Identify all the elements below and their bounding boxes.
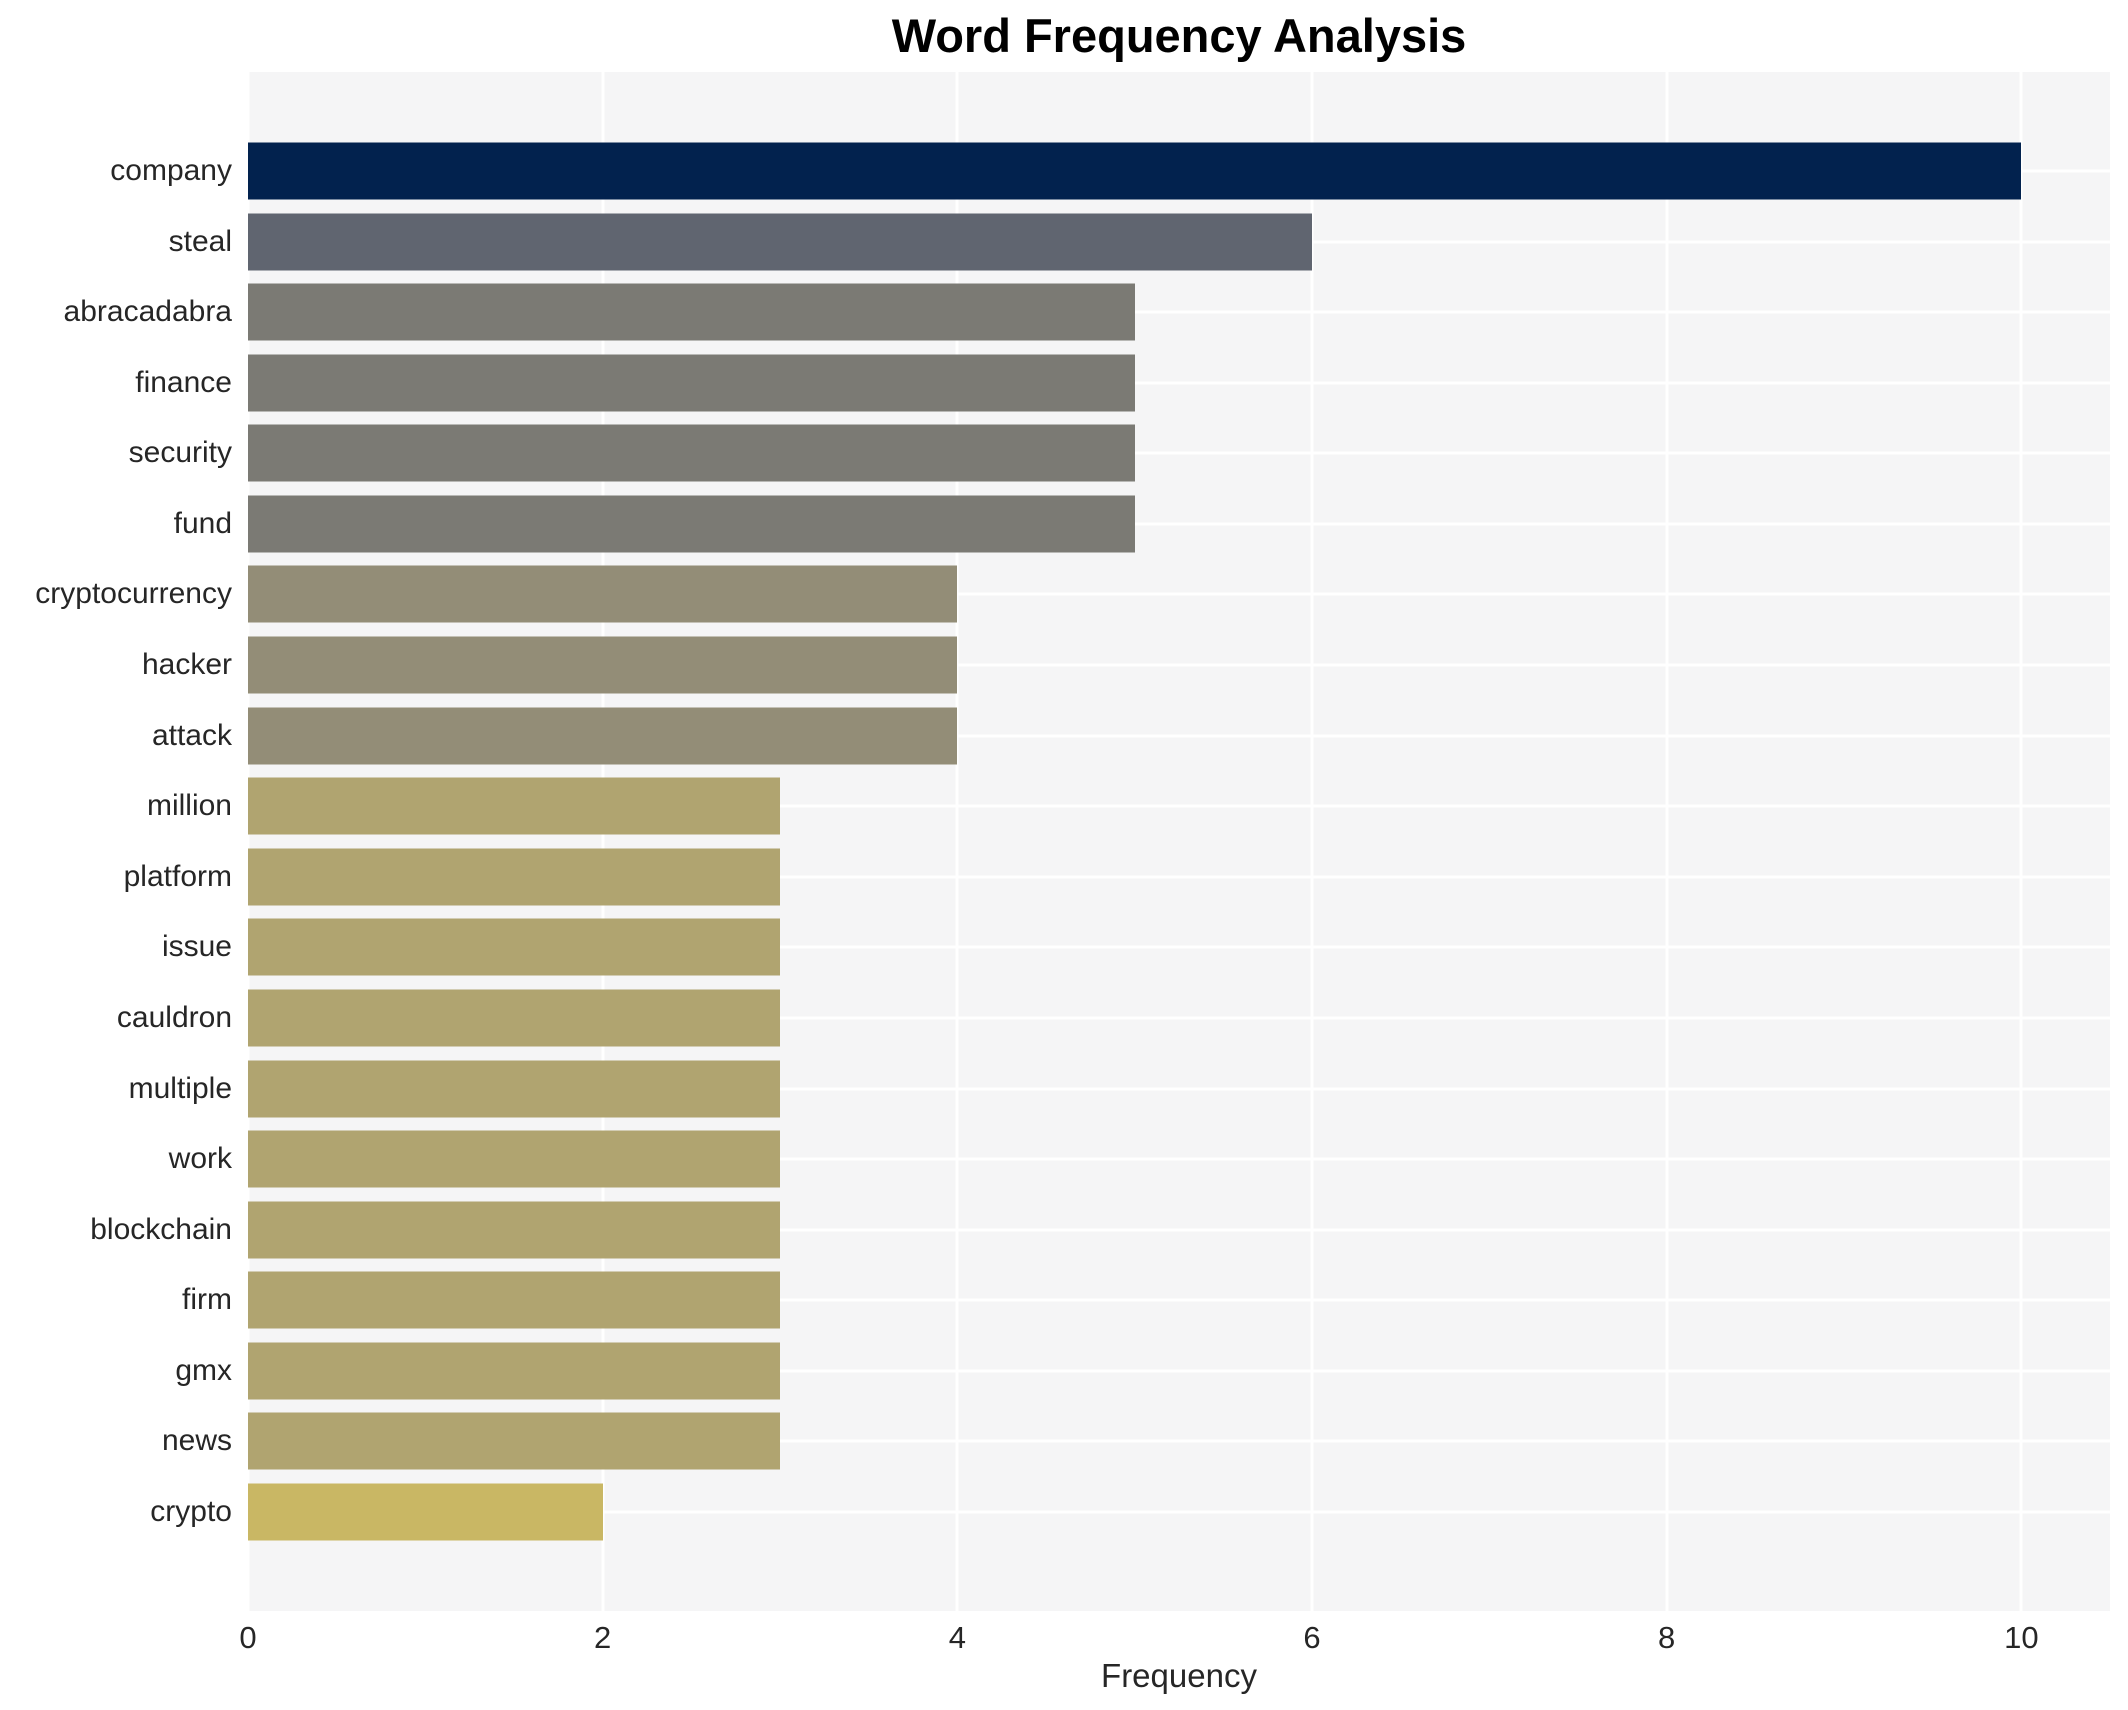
y-tick-label-abracadabra: abracadabra — [63, 295, 232, 329]
bar-steal — [248, 213, 1312, 271]
x-tick-label-2: 2 — [594, 1620, 612, 1655]
y-tick-label-cryptocurrency: cryptocurrency — [35, 577, 232, 611]
x-tick-label-10: 10 — [2004, 1620, 2039, 1655]
y-gridline — [248, 734, 2110, 738]
y-gridline — [248, 945, 2110, 949]
y-tick-label-attack: attack — [151, 718, 232, 752]
y-gridline — [248, 1369, 2110, 1373]
y-gridline — [248, 804, 2110, 808]
y-gridline — [248, 1157, 2110, 1161]
bar-crypto — [248, 1483, 603, 1541]
x-axis-title: Frequency — [1101, 1657, 1257, 1694]
y-tick-label-platform: platform — [123, 859, 232, 893]
bar-cauldron — [248, 989, 780, 1047]
x-gridline — [1310, 72, 1314, 1611]
bar-firm — [248, 1271, 780, 1329]
y-tick-label-work: work — [168, 1142, 232, 1176]
chart-title: Word Frequency Analysis — [891, 9, 1467, 62]
y-axis-labels: company steal abracadabra finance security fu… — [0, 72, 232, 1611]
y-gridline — [248, 310, 2110, 314]
bar-hacker — [248, 636, 958, 694]
bar-news — [248, 1412, 780, 1470]
y-tick-label-issue: issue — [161, 930, 232, 964]
bar-cryptocurrency — [248, 565, 958, 623]
y-gridline — [248, 522, 2110, 526]
y-tick-label-cauldron: cauldron — [116, 1000, 232, 1034]
x-gridline — [1665, 72, 1669, 1611]
y-tick-label-hacker: hacker — [141, 648, 232, 682]
x-tick-label-6: 6 — [1303, 1620, 1321, 1655]
y-gridline — [248, 1228, 2110, 1232]
bar-company — [248, 142, 2022, 200]
y-tick-label-multiple: multiple — [128, 1071, 232, 1105]
y-gridline — [248, 1439, 2110, 1443]
bar-fund — [248, 495, 1135, 553]
y-gridline — [248, 592, 2110, 596]
bar-abracadabra — [248, 283, 1135, 341]
x-gridline — [246, 72, 250, 1611]
bar-finance — [248, 354, 1135, 412]
y-tick-label-security: security — [128, 436, 232, 470]
x-tick-label-8: 8 — [1658, 1620, 1676, 1655]
y-tick-label-gmx: gmx — [175, 1353, 232, 1387]
x-gridline — [601, 72, 605, 1611]
y-tick-label-million: million — [146, 789, 232, 823]
bar-blockchain — [248, 1201, 780, 1259]
y-tick-label-blockchain: blockchain — [90, 1212, 232, 1246]
y-tick-label-fund: fund — [173, 506, 232, 540]
plot-area — [246, 72, 2110, 1611]
y-tick-label-steal: steal — [168, 224, 232, 258]
x-tick-label-4: 4 — [948, 1620, 966, 1655]
y-gridline — [248, 875, 2110, 879]
y-gridline — [248, 1016, 2110, 1020]
y-tick-label-news: news — [161, 1424, 232, 1458]
bar-security — [248, 424, 1135, 482]
y-tick-label-company: company — [110, 154, 232, 187]
y-tick-label-firm: firm — [182, 1283, 232, 1317]
bar-gmx — [248, 1342, 780, 1400]
y-tick-label-crypto: crypto — [150, 1495, 232, 1528]
bar-multiple — [248, 1060, 780, 1118]
y-gridline — [248, 1298, 2110, 1302]
x-gridline — [2019, 72, 2023, 1611]
bar-work — [248, 1130, 780, 1188]
bar-million — [248, 777, 780, 835]
y-gridline — [248, 381, 2110, 385]
y-tick-label-finance: finance — [135, 365, 232, 399]
y-gridline — [248, 451, 2110, 455]
bar-issue — [248, 918, 780, 976]
x-tick-label-0: 0 — [239, 1620, 257, 1655]
x-gridline — [955, 72, 959, 1611]
y-gridline — [248, 1510, 2110, 1514]
y-gridline — [248, 663, 2110, 667]
y-gridline — [248, 1087, 2110, 1091]
bar-attack — [248, 707, 958, 765]
bar-platform — [248, 848, 780, 906]
